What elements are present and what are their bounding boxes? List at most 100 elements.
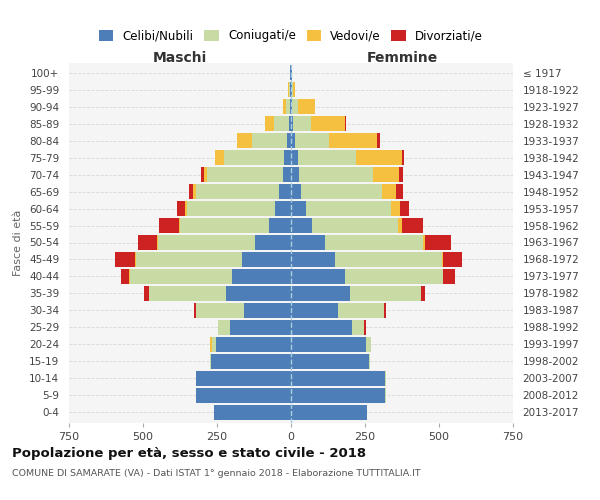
- Bar: [185, 202, 187, 216]
- Bar: [293, 82, 295, 97]
- Bar: [291, 168, 299, 182]
- Bar: [291, 116, 293, 131]
- Bar: [265, 116, 274, 131]
- Bar: [299, 168, 373, 182]
- Bar: [383, 303, 386, 318]
- Bar: [291, 286, 350, 300]
- Text: Maschi: Maschi: [153, 51, 207, 65]
- Bar: [203, 168, 207, 182]
- Bar: [158, 236, 256, 250]
- Bar: [352, 320, 364, 334]
- Bar: [232, 269, 291, 283]
- Bar: [189, 184, 193, 199]
- Bar: [149, 286, 226, 300]
- Bar: [400, 202, 409, 216]
- Bar: [211, 354, 291, 368]
- Bar: [121, 269, 129, 283]
- Bar: [421, 286, 425, 300]
- Bar: [187, 202, 275, 216]
- Bar: [335, 252, 442, 266]
- Bar: [291, 134, 295, 148]
- Bar: [180, 218, 269, 232]
- Bar: [396, 184, 403, 199]
- Bar: [290, 82, 291, 97]
- Bar: [423, 236, 425, 250]
- Bar: [212, 337, 215, 351]
- Bar: [291, 236, 325, 250]
- Text: Popolazione per età, sesso e stato civile - 2018: Popolazione per età, sesso e stato civil…: [12, 448, 366, 460]
- Bar: [196, 371, 291, 386]
- Bar: [215, 150, 224, 165]
- Bar: [137, 236, 157, 250]
- Bar: [298, 100, 314, 114]
- Bar: [242, 252, 291, 266]
- Bar: [214, 405, 291, 419]
- Bar: [136, 252, 242, 266]
- Bar: [292, 100, 298, 114]
- Legend: Celibi/Nubili, Coniugati/e, Vedovi/e, Divorziati/e: Celibi/Nubili, Coniugati/e, Vedovi/e, Di…: [97, 27, 485, 44]
- Bar: [443, 269, 455, 283]
- Bar: [291, 320, 352, 334]
- Bar: [356, 150, 402, 165]
- Bar: [291, 100, 292, 114]
- Bar: [325, 236, 423, 250]
- Bar: [345, 269, 443, 283]
- Bar: [275, 202, 291, 216]
- Bar: [391, 202, 400, 216]
- Bar: [289, 116, 291, 131]
- Bar: [157, 236, 158, 250]
- Bar: [202, 168, 203, 182]
- Bar: [399, 168, 403, 182]
- Bar: [218, 320, 230, 334]
- Bar: [398, 218, 402, 232]
- Bar: [284, 150, 291, 165]
- Bar: [291, 82, 292, 97]
- Bar: [292, 82, 293, 97]
- Bar: [269, 218, 291, 232]
- Bar: [226, 286, 291, 300]
- Bar: [286, 100, 290, 114]
- Y-axis label: Fasce di età: Fasce di età: [13, 210, 23, 276]
- Bar: [177, 202, 185, 216]
- Y-axis label: Anni di nascita: Anni di nascita: [599, 201, 600, 284]
- Bar: [443, 252, 463, 266]
- Bar: [196, 303, 244, 318]
- Bar: [159, 218, 179, 232]
- Bar: [350, 286, 421, 300]
- Bar: [298, 150, 356, 165]
- Bar: [244, 303, 291, 318]
- Bar: [256, 236, 291, 250]
- Bar: [291, 337, 367, 351]
- Bar: [207, 168, 283, 182]
- Bar: [290, 100, 291, 114]
- Bar: [329, 134, 377, 148]
- Bar: [194, 303, 196, 318]
- Bar: [287, 134, 291, 148]
- Bar: [283, 168, 291, 182]
- Bar: [293, 116, 311, 131]
- Bar: [274, 116, 289, 131]
- Bar: [402, 150, 404, 165]
- Bar: [345, 116, 346, 131]
- Bar: [115, 252, 135, 266]
- Bar: [291, 150, 298, 165]
- Bar: [196, 388, 291, 402]
- Bar: [279, 184, 291, 199]
- Bar: [306, 202, 391, 216]
- Bar: [289, 82, 290, 97]
- Bar: [130, 269, 232, 283]
- Bar: [283, 100, 286, 114]
- Text: COMUNE DI SAMARATE (VA) - Dati ISTAT 1° gennaio 2018 - Elaborazione TUTTITALIA.I: COMUNE DI SAMARATE (VA) - Dati ISTAT 1° …: [12, 469, 421, 478]
- Bar: [210, 354, 211, 368]
- Bar: [425, 236, 451, 250]
- Bar: [311, 116, 345, 131]
- Bar: [402, 218, 423, 232]
- Bar: [291, 354, 370, 368]
- Text: Femmine: Femmine: [367, 51, 437, 65]
- Bar: [179, 218, 180, 232]
- Bar: [338, 303, 383, 318]
- Bar: [367, 337, 371, 351]
- Bar: [291, 252, 335, 266]
- Bar: [291, 184, 301, 199]
- Bar: [312, 218, 398, 232]
